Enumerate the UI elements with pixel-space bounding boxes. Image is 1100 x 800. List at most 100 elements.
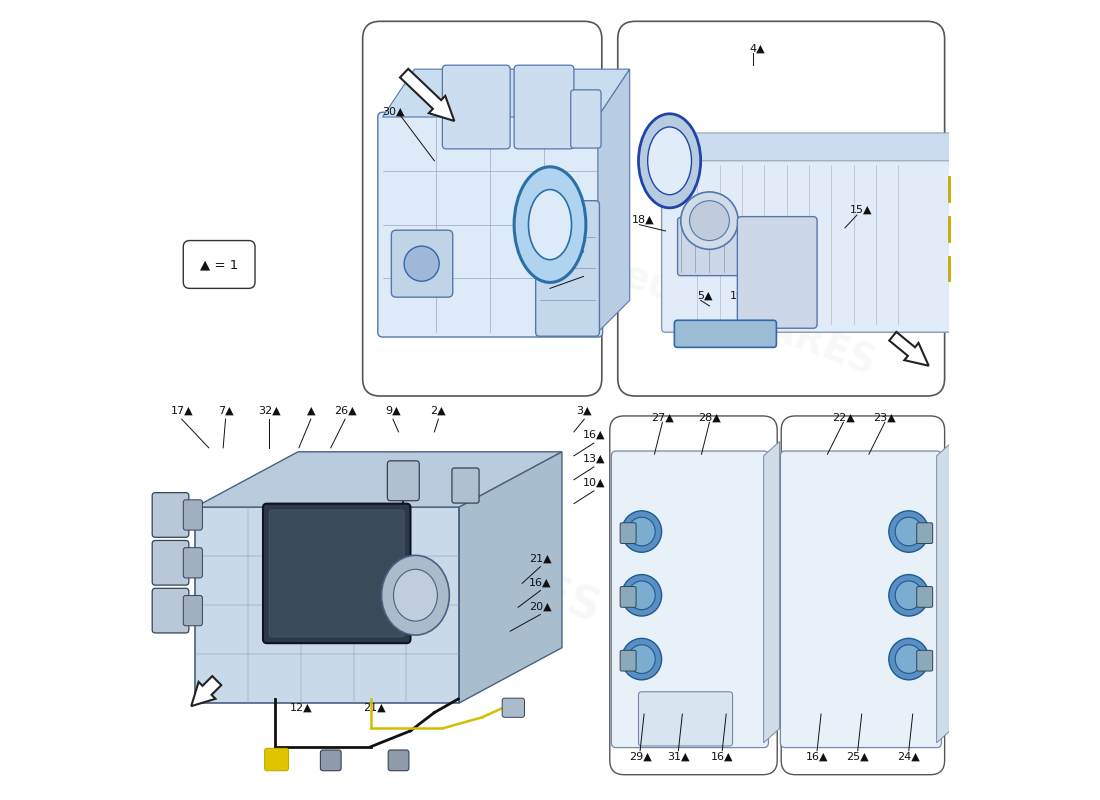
FancyBboxPatch shape bbox=[320, 750, 341, 770]
Ellipse shape bbox=[628, 581, 656, 610]
Text: 14▲: 14▲ bbox=[640, 176, 663, 186]
Text: 22▲: 22▲ bbox=[832, 412, 855, 422]
Text: 24▲: 24▲ bbox=[898, 752, 920, 762]
Ellipse shape bbox=[621, 511, 661, 552]
Text: 10▲: 10▲ bbox=[583, 478, 605, 488]
Text: 20▲: 20▲ bbox=[529, 602, 552, 611]
Ellipse shape bbox=[681, 192, 738, 250]
Text: 30▲: 30▲ bbox=[382, 106, 404, 116]
Ellipse shape bbox=[690, 201, 729, 241]
Ellipse shape bbox=[514, 167, 586, 282]
Text: 8▲: 8▲ bbox=[580, 218, 595, 228]
Ellipse shape bbox=[895, 645, 922, 674]
FancyBboxPatch shape bbox=[184, 548, 202, 578]
Polygon shape bbox=[195, 452, 562, 507]
Ellipse shape bbox=[528, 190, 572, 260]
FancyBboxPatch shape bbox=[377, 112, 603, 337]
FancyBboxPatch shape bbox=[678, 218, 741, 276]
FancyBboxPatch shape bbox=[184, 595, 202, 626]
Text: 16▲: 16▲ bbox=[576, 266, 598, 277]
Text: 23▲: 23▲ bbox=[873, 412, 896, 422]
Ellipse shape bbox=[889, 638, 928, 680]
Text: 5▲: 5▲ bbox=[697, 290, 713, 300]
Text: 2▲: 2▲ bbox=[430, 406, 447, 416]
FancyArrow shape bbox=[889, 332, 928, 366]
Polygon shape bbox=[953, 133, 972, 328]
Polygon shape bbox=[383, 69, 629, 117]
FancyBboxPatch shape bbox=[392, 230, 453, 297]
FancyBboxPatch shape bbox=[387, 461, 419, 501]
FancyBboxPatch shape bbox=[536, 201, 600, 336]
FancyBboxPatch shape bbox=[452, 468, 478, 503]
Text: 12▲: 12▲ bbox=[290, 702, 312, 713]
Text: ▲ = 1: ▲ = 1 bbox=[200, 258, 239, 271]
FancyBboxPatch shape bbox=[152, 588, 189, 633]
Ellipse shape bbox=[895, 581, 922, 610]
Text: ▲: ▲ bbox=[307, 406, 315, 416]
FancyBboxPatch shape bbox=[916, 522, 933, 543]
FancyBboxPatch shape bbox=[388, 750, 409, 770]
Text: 16▲: 16▲ bbox=[529, 578, 552, 587]
FancyBboxPatch shape bbox=[503, 698, 525, 718]
Text: 18▲: 18▲ bbox=[632, 214, 654, 225]
FancyBboxPatch shape bbox=[265, 748, 288, 770]
Text: 4▲: 4▲ bbox=[749, 43, 766, 54]
FancyBboxPatch shape bbox=[571, 90, 601, 148]
FancyBboxPatch shape bbox=[620, 650, 636, 671]
Ellipse shape bbox=[628, 645, 656, 674]
FancyArrow shape bbox=[400, 69, 454, 121]
Text: 9▲: 9▲ bbox=[385, 406, 400, 416]
Text: 17▲: 17▲ bbox=[170, 406, 192, 416]
Ellipse shape bbox=[638, 114, 701, 208]
Text: 7▲: 7▲ bbox=[218, 406, 233, 416]
Ellipse shape bbox=[895, 517, 922, 546]
Polygon shape bbox=[195, 507, 460, 703]
Ellipse shape bbox=[889, 511, 928, 552]
FancyBboxPatch shape bbox=[270, 510, 404, 637]
FancyBboxPatch shape bbox=[916, 650, 933, 671]
Ellipse shape bbox=[621, 638, 661, 680]
Text: 19▲: 19▲ bbox=[730, 290, 752, 300]
FancyArrow shape bbox=[191, 676, 221, 706]
Text: 6▲: 6▲ bbox=[780, 290, 795, 300]
Polygon shape bbox=[460, 452, 562, 703]
FancyBboxPatch shape bbox=[638, 692, 733, 746]
Text: 28▲: 28▲ bbox=[698, 412, 720, 422]
Text: 13▲: 13▲ bbox=[583, 454, 605, 464]
FancyBboxPatch shape bbox=[514, 65, 574, 149]
Text: since 1999: since 1999 bbox=[404, 575, 537, 640]
FancyBboxPatch shape bbox=[442, 65, 510, 149]
Ellipse shape bbox=[382, 555, 449, 635]
FancyBboxPatch shape bbox=[184, 500, 202, 530]
FancyBboxPatch shape bbox=[661, 157, 957, 332]
Polygon shape bbox=[597, 69, 629, 332]
Text: 11▲: 11▲ bbox=[576, 242, 598, 252]
Text: 31▲: 31▲ bbox=[667, 752, 690, 762]
FancyBboxPatch shape bbox=[620, 586, 636, 607]
FancyBboxPatch shape bbox=[780, 451, 942, 747]
FancyBboxPatch shape bbox=[612, 451, 769, 747]
Text: euroSPARES: euroSPARES bbox=[617, 257, 881, 384]
FancyBboxPatch shape bbox=[620, 522, 636, 543]
Ellipse shape bbox=[394, 570, 438, 621]
Text: 25▲: 25▲ bbox=[846, 752, 869, 762]
Text: 21▲: 21▲ bbox=[529, 554, 552, 563]
Text: 3▲: 3▲ bbox=[576, 406, 592, 416]
FancyBboxPatch shape bbox=[916, 586, 933, 607]
Text: 27▲: 27▲ bbox=[651, 412, 674, 422]
FancyBboxPatch shape bbox=[263, 504, 410, 643]
Text: since 1999: since 1999 bbox=[341, 550, 440, 601]
Text: 32▲: 32▲ bbox=[258, 406, 280, 416]
Text: 16▲: 16▲ bbox=[806, 752, 828, 762]
Polygon shape bbox=[666, 133, 972, 161]
Ellipse shape bbox=[404, 246, 439, 282]
Ellipse shape bbox=[648, 127, 692, 194]
FancyBboxPatch shape bbox=[737, 217, 817, 328]
Text: 15▲: 15▲ bbox=[849, 205, 872, 215]
Text: 26▲: 26▲ bbox=[333, 406, 356, 416]
Polygon shape bbox=[763, 442, 780, 743]
FancyBboxPatch shape bbox=[674, 320, 777, 347]
Text: 16▲: 16▲ bbox=[711, 752, 734, 762]
FancyBboxPatch shape bbox=[152, 493, 189, 538]
Polygon shape bbox=[937, 442, 953, 743]
